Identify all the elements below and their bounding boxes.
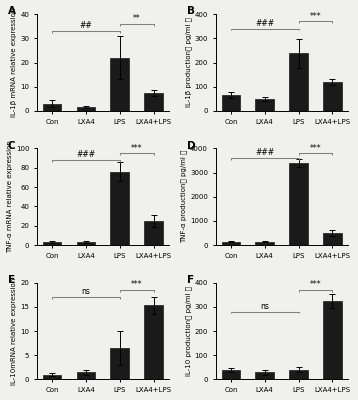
Y-axis label: IL-10 production（ pg/ml ）: IL-10 production（ pg/ml ） (185, 286, 192, 376)
Text: E: E (8, 275, 15, 285)
Text: ***: *** (131, 280, 142, 289)
Text: F: F (187, 275, 194, 285)
Bar (43, 104, 62, 111)
Text: ***: *** (131, 144, 142, 152)
Bar (256, 372, 274, 380)
Bar (289, 53, 308, 111)
Bar (111, 348, 129, 380)
Bar (111, 58, 129, 111)
Y-axis label: TNF-α mRNA relative expression: TNF-α mRNA relative expression (7, 140, 13, 253)
Text: D: D (187, 141, 195, 151)
Y-axis label: IL-1β mRNA relative expression: IL-1β mRNA relative expression (11, 8, 18, 117)
Text: A: A (8, 6, 16, 16)
Bar (111, 172, 129, 245)
Bar (289, 163, 308, 245)
Text: ***: *** (310, 280, 321, 289)
Bar (222, 242, 240, 245)
Bar (77, 107, 95, 111)
Bar (256, 99, 274, 111)
Y-axis label: IL-1β production（ pg/ml ）: IL-1β production（ pg/ml ） (185, 18, 192, 108)
Text: ###: ### (76, 150, 96, 159)
Y-axis label: IL-10mRNA relative expression: IL-10mRNA relative expression (11, 278, 18, 385)
Text: ns: ns (260, 302, 269, 311)
Text: ***: *** (310, 12, 321, 21)
Text: ***: *** (310, 144, 321, 152)
Text: C: C (8, 141, 15, 151)
Bar (43, 242, 62, 245)
Bar (43, 374, 62, 380)
Bar (323, 233, 342, 245)
Bar (144, 306, 163, 380)
Bar (323, 301, 342, 380)
Text: ###: ### (255, 19, 274, 28)
Bar (323, 82, 342, 111)
Text: ###: ### (255, 148, 274, 157)
Text: B: B (187, 6, 195, 16)
Text: **: ** (133, 14, 141, 23)
Bar (222, 370, 240, 380)
Bar (144, 93, 163, 111)
Bar (256, 242, 274, 245)
Text: ns: ns (82, 288, 91, 296)
Bar (77, 372, 95, 380)
Bar (289, 370, 308, 380)
Bar (144, 221, 163, 245)
Bar (222, 95, 240, 111)
Bar (77, 242, 95, 245)
Y-axis label: TNF-α production（ pg/ml ）: TNF-α production（ pg/ml ） (181, 150, 187, 244)
Text: ##: ## (79, 21, 92, 30)
